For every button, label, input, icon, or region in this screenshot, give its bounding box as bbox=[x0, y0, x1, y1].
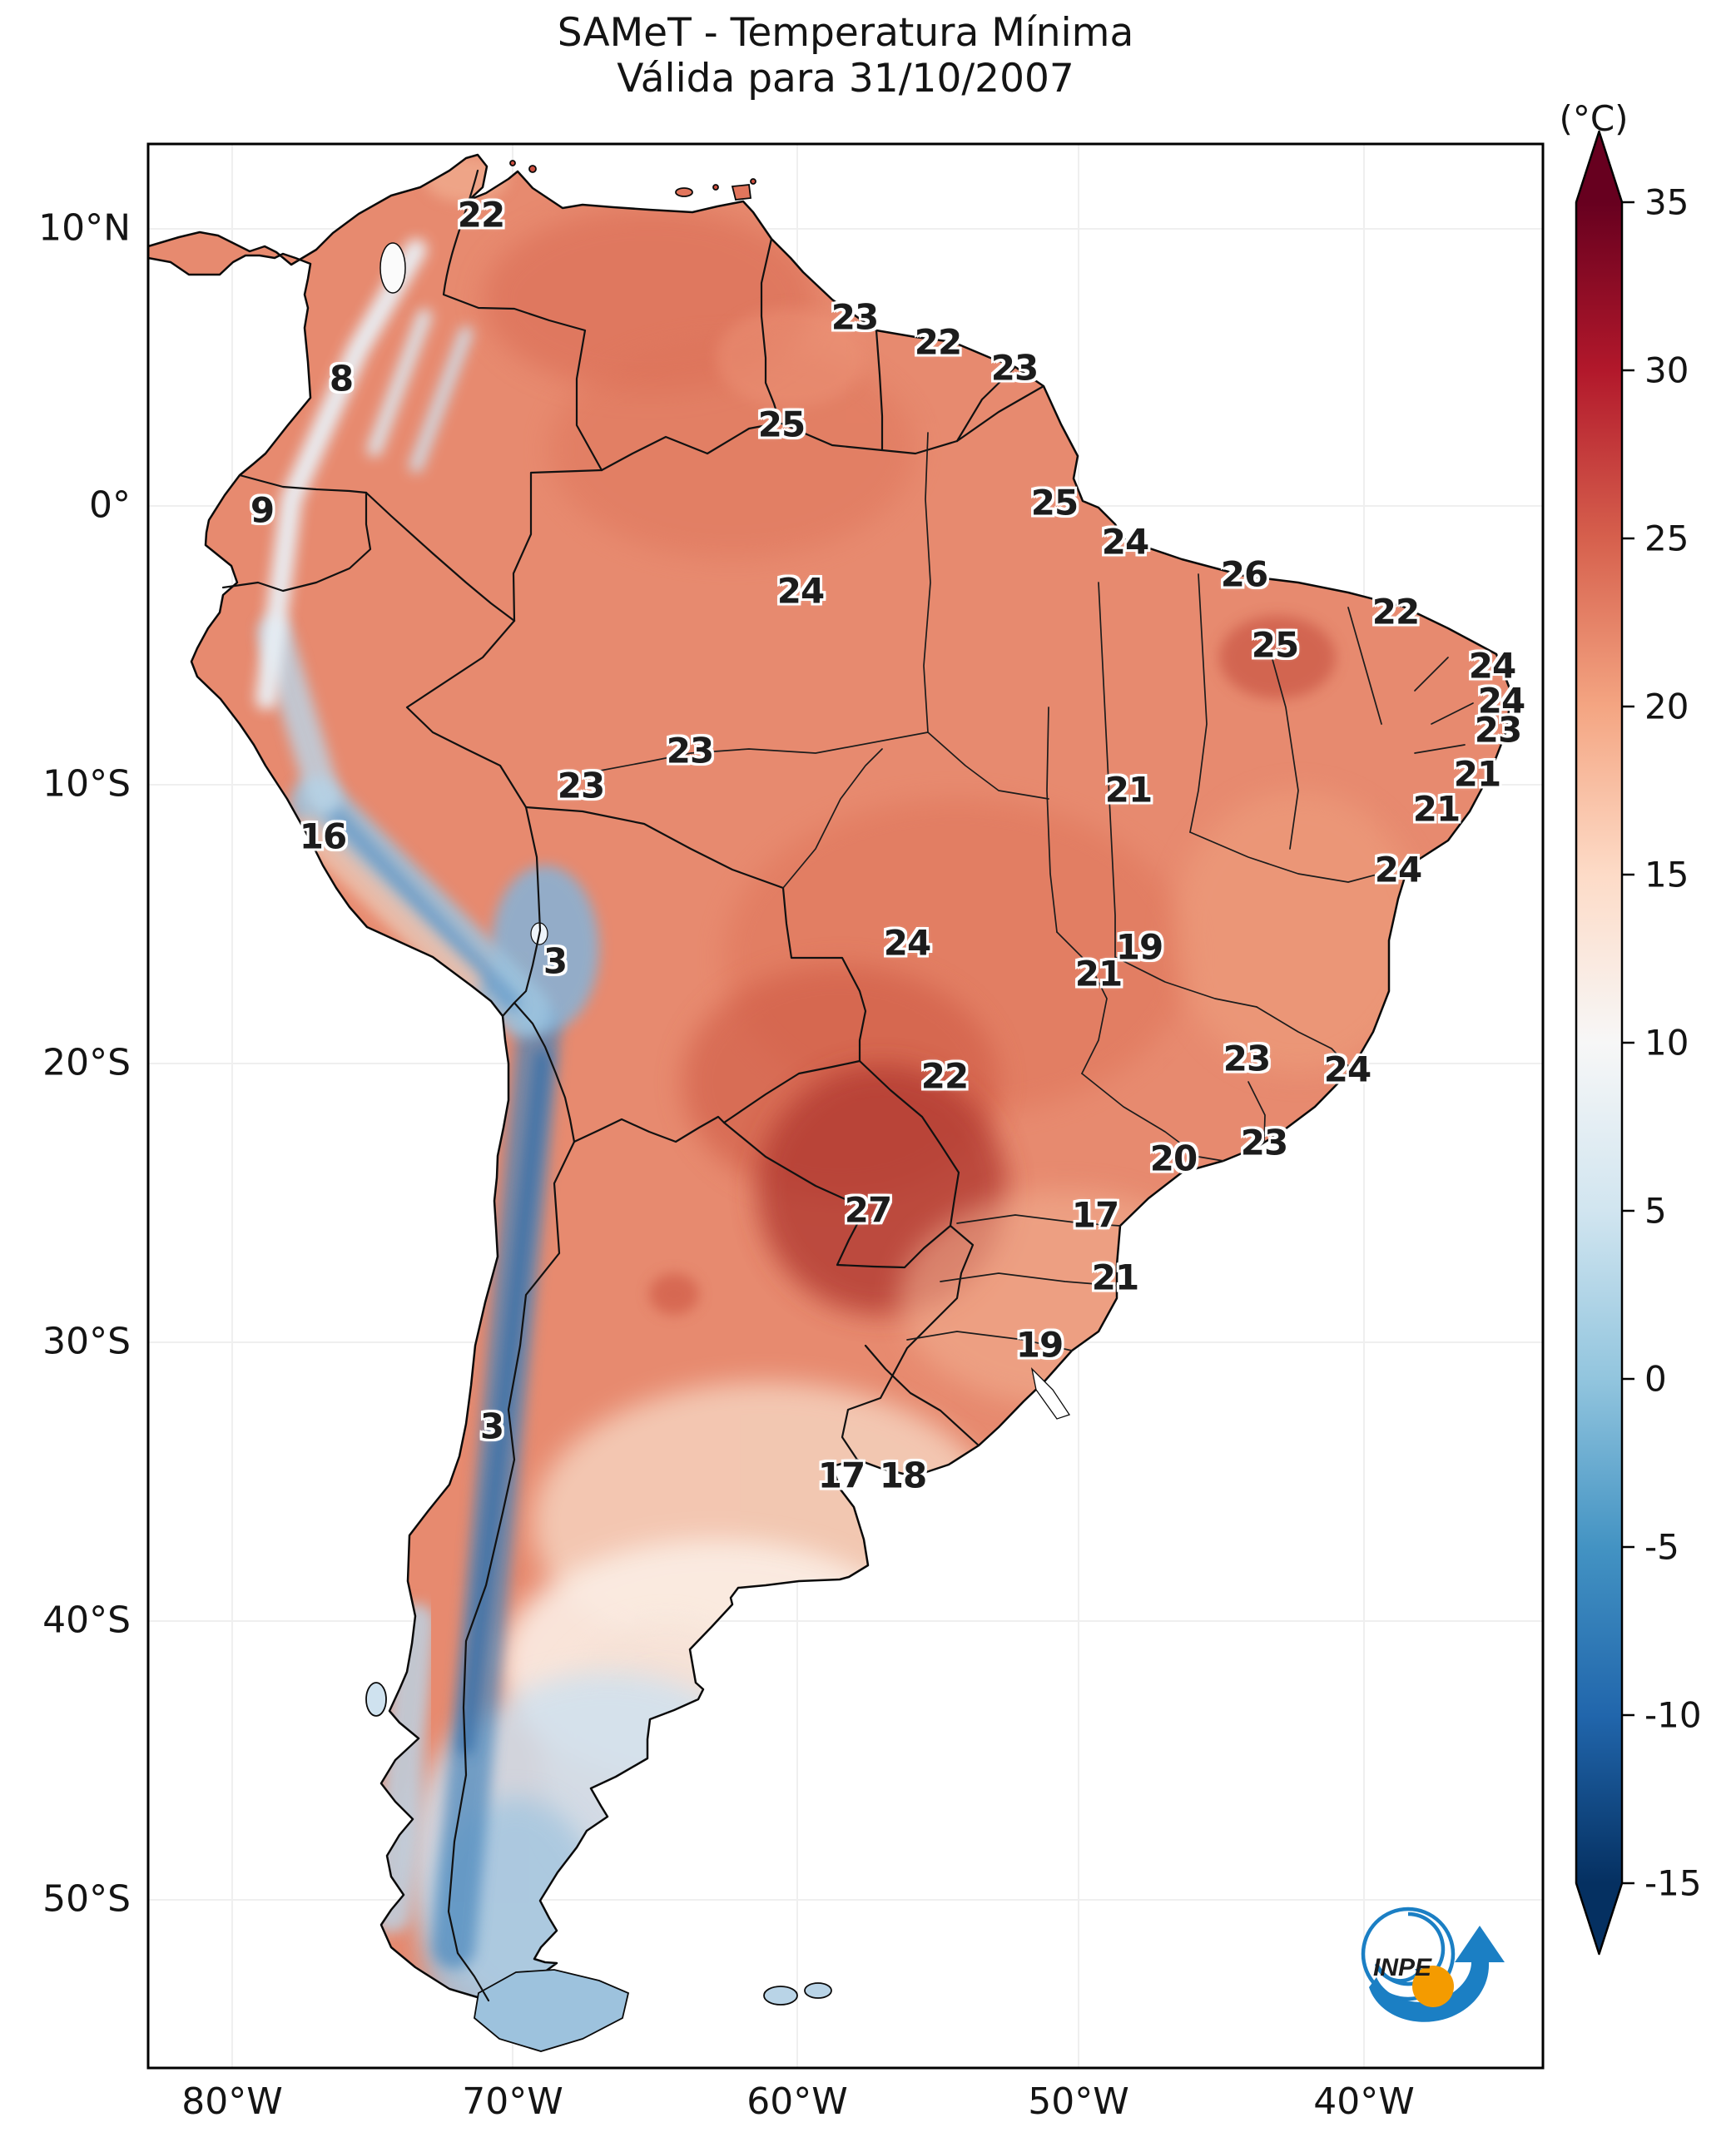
temperature-value-label: 24 bbox=[883, 922, 931, 964]
page-subtitle: Válida para 31/10/2007 bbox=[617, 56, 1074, 102]
inpe-swoosh-arrow-icon bbox=[1369, 1926, 1505, 2022]
page-title: SAMeT - Temperatura Mínima bbox=[557, 10, 1134, 56]
temperature-value-label: 22 bbox=[1371, 591, 1420, 632]
temperature-value-label: 23 bbox=[557, 765, 605, 806]
temperature-value-label: 21 bbox=[1104, 769, 1153, 811]
x-axis-tick-label: 50°W bbox=[1028, 2080, 1129, 2123]
colorbar-tick-label: 15 bbox=[1644, 854, 1689, 895]
temperature-value-label: 17 bbox=[817, 1455, 866, 1496]
temperature-value-label: 25 bbox=[1251, 624, 1299, 666]
temperature-value-label: 17 bbox=[1071, 1194, 1119, 1236]
colorbar-tick-label: -5 bbox=[1644, 1526, 1679, 1568]
temperature-value-label: 18 bbox=[879, 1455, 927, 1496]
colorbar bbox=[1575, 130, 1634, 1956]
temperature-value-label: 22 bbox=[920, 1055, 969, 1097]
temperature-value-label: 25 bbox=[757, 404, 806, 445]
x-axis-tick-label: 70°W bbox=[462, 2080, 563, 2123]
temperature-value-label: 20 bbox=[1149, 1138, 1198, 1179]
colorbar-tick-label: 35 bbox=[1644, 181, 1689, 223]
temperature-value-label: 9 bbox=[250, 489, 275, 531]
temperature-value-label: 8 bbox=[329, 358, 354, 399]
temperature-shading bbox=[255, 156, 1423, 2001]
temperature-value-label: 22 bbox=[914, 321, 962, 363]
temperature-value-label: 24 bbox=[1374, 849, 1422, 890]
y-axis-tick-label: 0° bbox=[89, 483, 131, 527]
colorbar-tick-label: 30 bbox=[1644, 350, 1689, 391]
colorbar-tick-label: 5 bbox=[1644, 1190, 1667, 1232]
x-axis-tick-label: 80°W bbox=[181, 2080, 283, 2123]
temperature-value-label: 24 bbox=[1477, 680, 1525, 721]
temperature-value-label: 21 bbox=[1412, 788, 1461, 830]
inpe-logo: INPE bbox=[1361, 1907, 1505, 2022]
y-axis-tick-label: 30°S bbox=[42, 1320, 131, 1363]
temperature-value-label: 23 bbox=[666, 730, 714, 771]
temperature-value-label: 25 bbox=[1030, 482, 1079, 523]
inpe-spiral-icon bbox=[1374, 1912, 1446, 1986]
country-borders bbox=[221, 169, 1045, 2002]
temperature-value-label: 26 bbox=[1220, 553, 1268, 595]
plot-frame bbox=[146, 142, 1545, 2070]
y-axis-tick-label: 20°S bbox=[42, 1041, 131, 1084]
temperature-value-label: 19 bbox=[1115, 926, 1163, 968]
inpe-orange-dot-icon bbox=[1412, 1966, 1454, 2007]
temperature-value-label: 23 bbox=[1223, 1038, 1271, 1079]
temperature-value-label: 24 bbox=[1468, 645, 1516, 687]
temperature-value-label: 16 bbox=[299, 816, 347, 857]
temperature-value-label: 22 bbox=[457, 194, 505, 236]
y-axis-tick-label: 50°S bbox=[42, 1877, 131, 1921]
temperature-value-label: 23 bbox=[1240, 1122, 1288, 1163]
colorbar-tick-label: 20 bbox=[1644, 686, 1689, 727]
temperature-value-label: 23 bbox=[990, 347, 1039, 389]
temperature-value-label: 24 bbox=[776, 570, 825, 612]
colorbar-tick-label: 25 bbox=[1644, 518, 1689, 559]
temperature-value-label: 21 bbox=[1453, 753, 1501, 795]
colorbar-unit: (°C) bbox=[1559, 98, 1629, 139]
y-axis-tick-label: 10°S bbox=[42, 762, 131, 806]
temperature-value-label: 3 bbox=[543, 940, 568, 982]
temperature-value-label: 24 bbox=[1101, 521, 1149, 563]
temperature-value-label: 27 bbox=[844, 1189, 892, 1231]
x-axis-tick-label: 60°W bbox=[746, 2080, 848, 2123]
temperature-value-label: 24 bbox=[1323, 1049, 1371, 1090]
temperature-value-label: 23 bbox=[831, 296, 879, 338]
coastline bbox=[146, 153, 1512, 2002]
temperature-value-label: 3 bbox=[479, 1406, 504, 1447]
state-borders bbox=[582, 432, 1474, 1351]
colorbar-tick-label: -10 bbox=[1644, 1694, 1702, 1736]
colorbar-tick-label: 0 bbox=[1644, 1358, 1667, 1400]
inpe-orbit-circle-icon bbox=[1361, 1907, 1456, 2001]
temperature-value-label: 21 bbox=[1074, 953, 1123, 994]
temperature-value-label: 23 bbox=[1474, 709, 1522, 751]
colorbar-tick-label: -15 bbox=[1644, 1862, 1702, 1904]
y-axis-tick-label: 40°S bbox=[42, 1599, 131, 1642]
x-axis-tick-label: 40°W bbox=[1313, 2080, 1415, 2123]
y-axis-tick-label: 10°N bbox=[38, 206, 131, 250]
colorbar-tick-label: 10 bbox=[1644, 1022, 1689, 1064]
inpe-logo-text: INPE bbox=[1373, 1954, 1432, 1981]
temperature-value-label: 21 bbox=[1091, 1257, 1139, 1298]
islands-and-lakes bbox=[365, 160, 1071, 2052]
temperature-value-label: 19 bbox=[1015, 1324, 1064, 1366]
